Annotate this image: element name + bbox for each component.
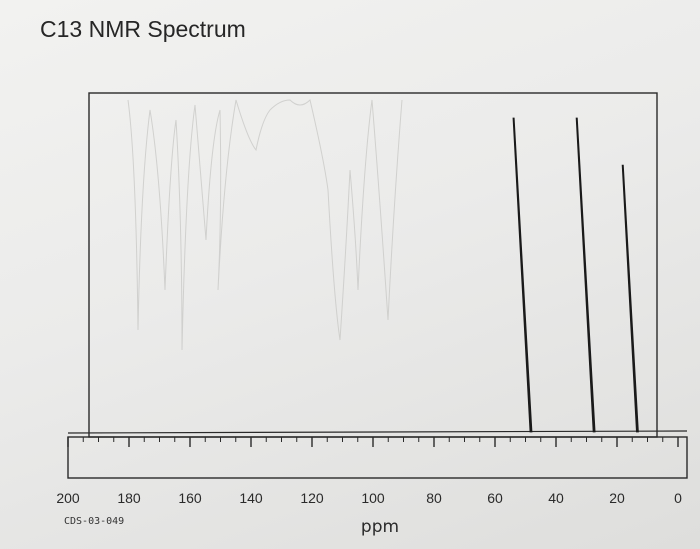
x-tick-labels: 200 180 160 140 120 100 80 60 40 20 0 bbox=[56, 490, 682, 506]
bleed-through-trace bbox=[127, 99, 403, 351]
x-tick-label: 20 bbox=[609, 490, 625, 506]
x-tick-label: 200 bbox=[56, 490, 80, 506]
x-axis-label: ppm bbox=[361, 517, 399, 537]
x-tick-label: 160 bbox=[178, 490, 202, 506]
x-ticks bbox=[67, 437, 679, 447]
spectrum-peak bbox=[512, 117, 533, 433]
page-title: C13 NMR Spectrum bbox=[40, 16, 246, 42]
x-tick-label: 60 bbox=[487, 490, 503, 506]
x-tick-label: 80 bbox=[426, 490, 442, 506]
spectrum-peak bbox=[621, 164, 639, 433]
x-tick-label: 0 bbox=[674, 490, 682, 506]
x-tick-label: 180 bbox=[117, 490, 141, 506]
spectrum-code: CDS-03-049 bbox=[64, 516, 125, 527]
spectrum-peaks bbox=[512, 117, 639, 433]
x-tick-label: 140 bbox=[239, 490, 263, 506]
plot-frame bbox=[88, 92, 658, 438]
baseline bbox=[67, 430, 688, 434]
x-tick-label: 40 bbox=[548, 490, 564, 506]
x-tick-label: 100 bbox=[361, 490, 385, 506]
spectrum-peak bbox=[575, 117, 596, 433]
axis-box bbox=[67, 436, 688, 479]
x-tick-label: 120 bbox=[300, 490, 324, 506]
